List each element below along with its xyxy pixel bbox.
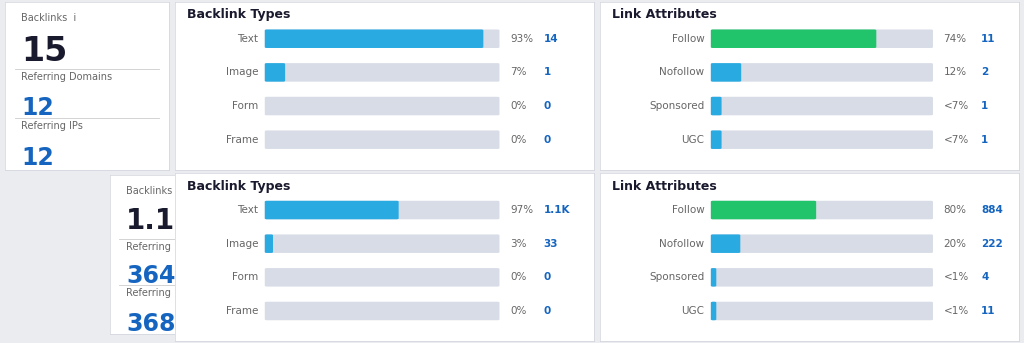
Text: Text: Text <box>238 34 258 44</box>
Text: Backlink Types: Backlink Types <box>187 9 291 22</box>
Text: Sponsored: Sponsored <box>649 272 705 282</box>
Text: 97%: 97% <box>510 205 534 215</box>
Text: Backlinks  i: Backlinks i <box>22 13 77 23</box>
Text: 4: 4 <box>981 272 988 282</box>
Text: 1.1K: 1.1K <box>126 207 197 235</box>
FancyBboxPatch shape <box>711 29 933 48</box>
Text: Nofollow: Nofollow <box>659 67 705 78</box>
Text: 1: 1 <box>544 67 551 78</box>
Text: Sponsored: Sponsored <box>649 101 705 111</box>
Text: UGC: UGC <box>682 135 705 145</box>
FancyBboxPatch shape <box>265 234 273 253</box>
Text: 12: 12 <box>22 96 54 120</box>
FancyBboxPatch shape <box>711 29 877 48</box>
Text: 74%: 74% <box>943 34 967 44</box>
Text: Link Attributes: Link Attributes <box>612 180 717 193</box>
FancyBboxPatch shape <box>265 29 483 48</box>
Text: Frame: Frame <box>226 135 258 145</box>
Text: Text: Text <box>238 205 258 215</box>
FancyBboxPatch shape <box>711 63 933 82</box>
Text: 33: 33 <box>544 239 558 249</box>
Text: 11: 11 <box>981 34 995 44</box>
FancyBboxPatch shape <box>711 201 816 219</box>
Text: 0%: 0% <box>510 135 526 145</box>
FancyBboxPatch shape <box>711 130 933 149</box>
FancyBboxPatch shape <box>711 302 717 320</box>
Text: 80%: 80% <box>943 205 967 215</box>
Text: Referring IPs: Referring IPs <box>126 288 188 298</box>
FancyBboxPatch shape <box>711 268 717 287</box>
Text: Referring Domains: Referring Domains <box>126 242 217 252</box>
Text: Image: Image <box>226 239 258 249</box>
Text: Link Attributes: Link Attributes <box>612 9 717 22</box>
Text: 364: 364 <box>126 264 175 288</box>
Text: 0: 0 <box>544 272 551 282</box>
Text: 1.1K: 1.1K <box>544 205 570 215</box>
Text: 2: 2 <box>981 67 988 78</box>
FancyBboxPatch shape <box>711 268 933 287</box>
Text: 7%: 7% <box>510 67 526 78</box>
Text: Frame: Frame <box>226 306 258 316</box>
FancyBboxPatch shape <box>711 63 741 82</box>
Text: 0%: 0% <box>510 306 526 316</box>
FancyBboxPatch shape <box>711 234 740 253</box>
Text: 12%: 12% <box>943 67 967 78</box>
Text: 884: 884 <box>981 205 1004 215</box>
Text: Referring IPs: Referring IPs <box>22 121 83 131</box>
Text: 15: 15 <box>22 35 68 68</box>
FancyBboxPatch shape <box>265 201 398 219</box>
FancyBboxPatch shape <box>265 268 500 287</box>
Text: 11: 11 <box>981 306 995 316</box>
Text: 3%: 3% <box>510 239 526 249</box>
Text: <1%: <1% <box>943 306 969 316</box>
Text: Referring Domains: Referring Domains <box>22 72 113 82</box>
FancyBboxPatch shape <box>265 63 500 82</box>
Text: Nofollow: Nofollow <box>659 239 705 249</box>
FancyBboxPatch shape <box>711 201 933 219</box>
Text: <7%: <7% <box>943 101 969 111</box>
FancyBboxPatch shape <box>265 201 500 219</box>
FancyBboxPatch shape <box>711 97 722 115</box>
Text: 93%: 93% <box>510 34 534 44</box>
Text: UGC: UGC <box>682 306 705 316</box>
FancyBboxPatch shape <box>711 97 933 115</box>
Text: Follow: Follow <box>672 205 705 215</box>
Text: 0%: 0% <box>510 101 526 111</box>
FancyBboxPatch shape <box>265 63 285 82</box>
FancyBboxPatch shape <box>265 29 500 48</box>
Text: 12: 12 <box>22 146 54 170</box>
Text: 14: 14 <box>544 34 558 44</box>
FancyBboxPatch shape <box>711 130 722 149</box>
FancyBboxPatch shape <box>265 97 500 115</box>
Text: Form: Form <box>232 101 258 111</box>
Text: 222: 222 <box>981 239 1002 249</box>
Text: Form: Form <box>232 272 258 282</box>
FancyBboxPatch shape <box>711 234 933 253</box>
Text: Follow: Follow <box>672 34 705 44</box>
Text: Backlink Types: Backlink Types <box>187 180 291 193</box>
Text: 0: 0 <box>544 101 551 111</box>
Text: 1: 1 <box>981 101 988 111</box>
Text: Backlinks  i: Backlinks i <box>126 186 181 196</box>
Text: 0: 0 <box>544 135 551 145</box>
Text: 20%: 20% <box>943 239 967 249</box>
FancyBboxPatch shape <box>265 130 500 149</box>
Text: 1: 1 <box>981 135 988 145</box>
Text: <1%: <1% <box>943 272 969 282</box>
Text: Image: Image <box>226 67 258 78</box>
FancyBboxPatch shape <box>265 302 500 320</box>
FancyBboxPatch shape <box>711 302 933 320</box>
Text: 0: 0 <box>544 306 551 316</box>
Text: 368: 368 <box>126 312 175 336</box>
Text: <7%: <7% <box>943 135 969 145</box>
FancyBboxPatch shape <box>265 234 500 253</box>
Text: 0%: 0% <box>510 272 526 282</box>
